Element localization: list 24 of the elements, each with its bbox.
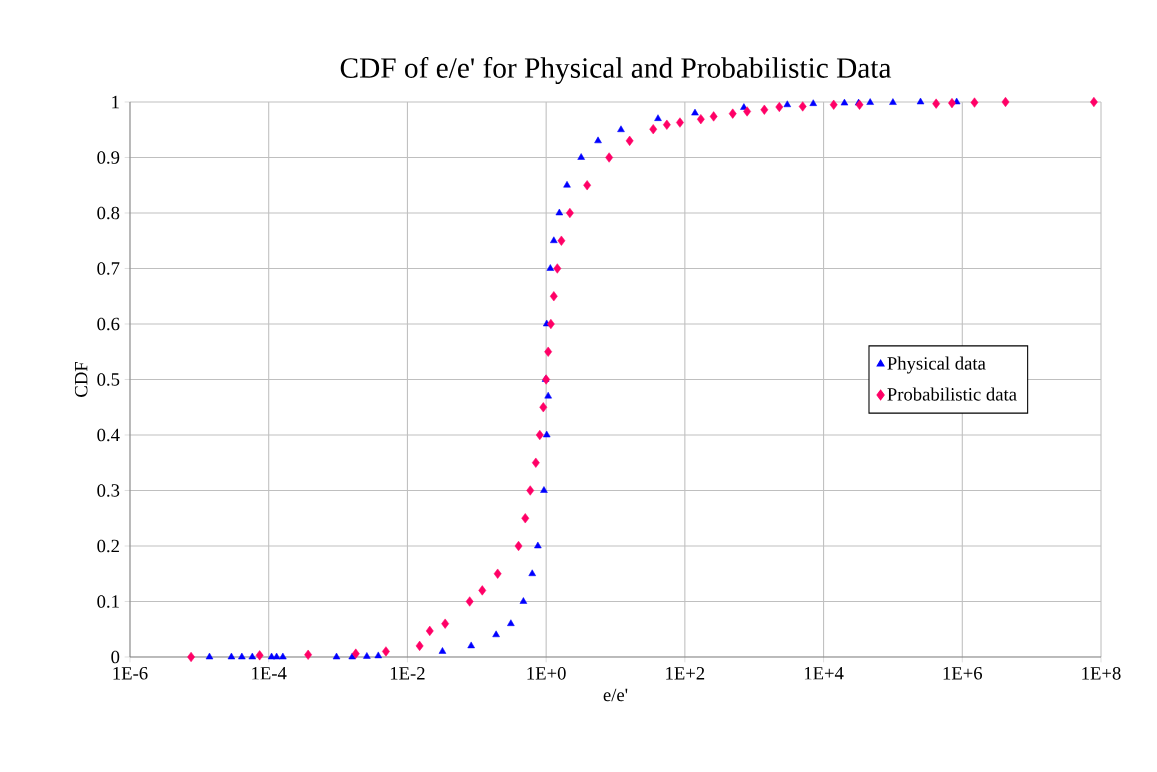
y-tick-label: 0.5 bbox=[97, 373, 120, 386]
y-tick-label: 0.2 bbox=[97, 539, 119, 553]
y-tick-label: 0.3 bbox=[97, 484, 120, 497]
y-tick-label: 0.6 bbox=[97, 317, 120, 331]
y-tick-label: 0.1 bbox=[97, 595, 119, 608]
y-axis-title: CDF bbox=[74, 362, 88, 397]
legend-label: Physical data bbox=[887, 356, 986, 374]
y-tick-label: 0.9 bbox=[97, 151, 120, 164]
y-tick-label: 0.8 bbox=[97, 206, 120, 220]
x-tick-label: 1E+0 bbox=[527, 667, 566, 680]
x-tick-label: 1E-4 bbox=[252, 667, 287, 680]
x-tick-label: 1E-6 bbox=[113, 667, 148, 680]
x-tick-label: 1E+4 bbox=[804, 667, 844, 680]
x-axis-title: e/e' bbox=[603, 688, 628, 702]
x-tick-label: 1E+8 bbox=[1082, 667, 1121, 680]
x-tick-label: 1E+6 bbox=[943, 667, 983, 680]
y-tick-label: 0.4 bbox=[97, 428, 120, 442]
y-tick-label: 0 bbox=[111, 650, 120, 664]
x-tick-label: 1E+2 bbox=[666, 667, 705, 680]
y-tick-label: 1 bbox=[112, 95, 119, 109]
x-tick-label: 1E-2 bbox=[390, 667, 425, 680]
legend-label: Probabilistic data bbox=[887, 387, 1017, 401]
chart-title: CDF of e/e' for Physical and Probabilistic Data bbox=[340, 56, 892, 84]
y-tick-label: 0.7 bbox=[97, 262, 120, 275]
